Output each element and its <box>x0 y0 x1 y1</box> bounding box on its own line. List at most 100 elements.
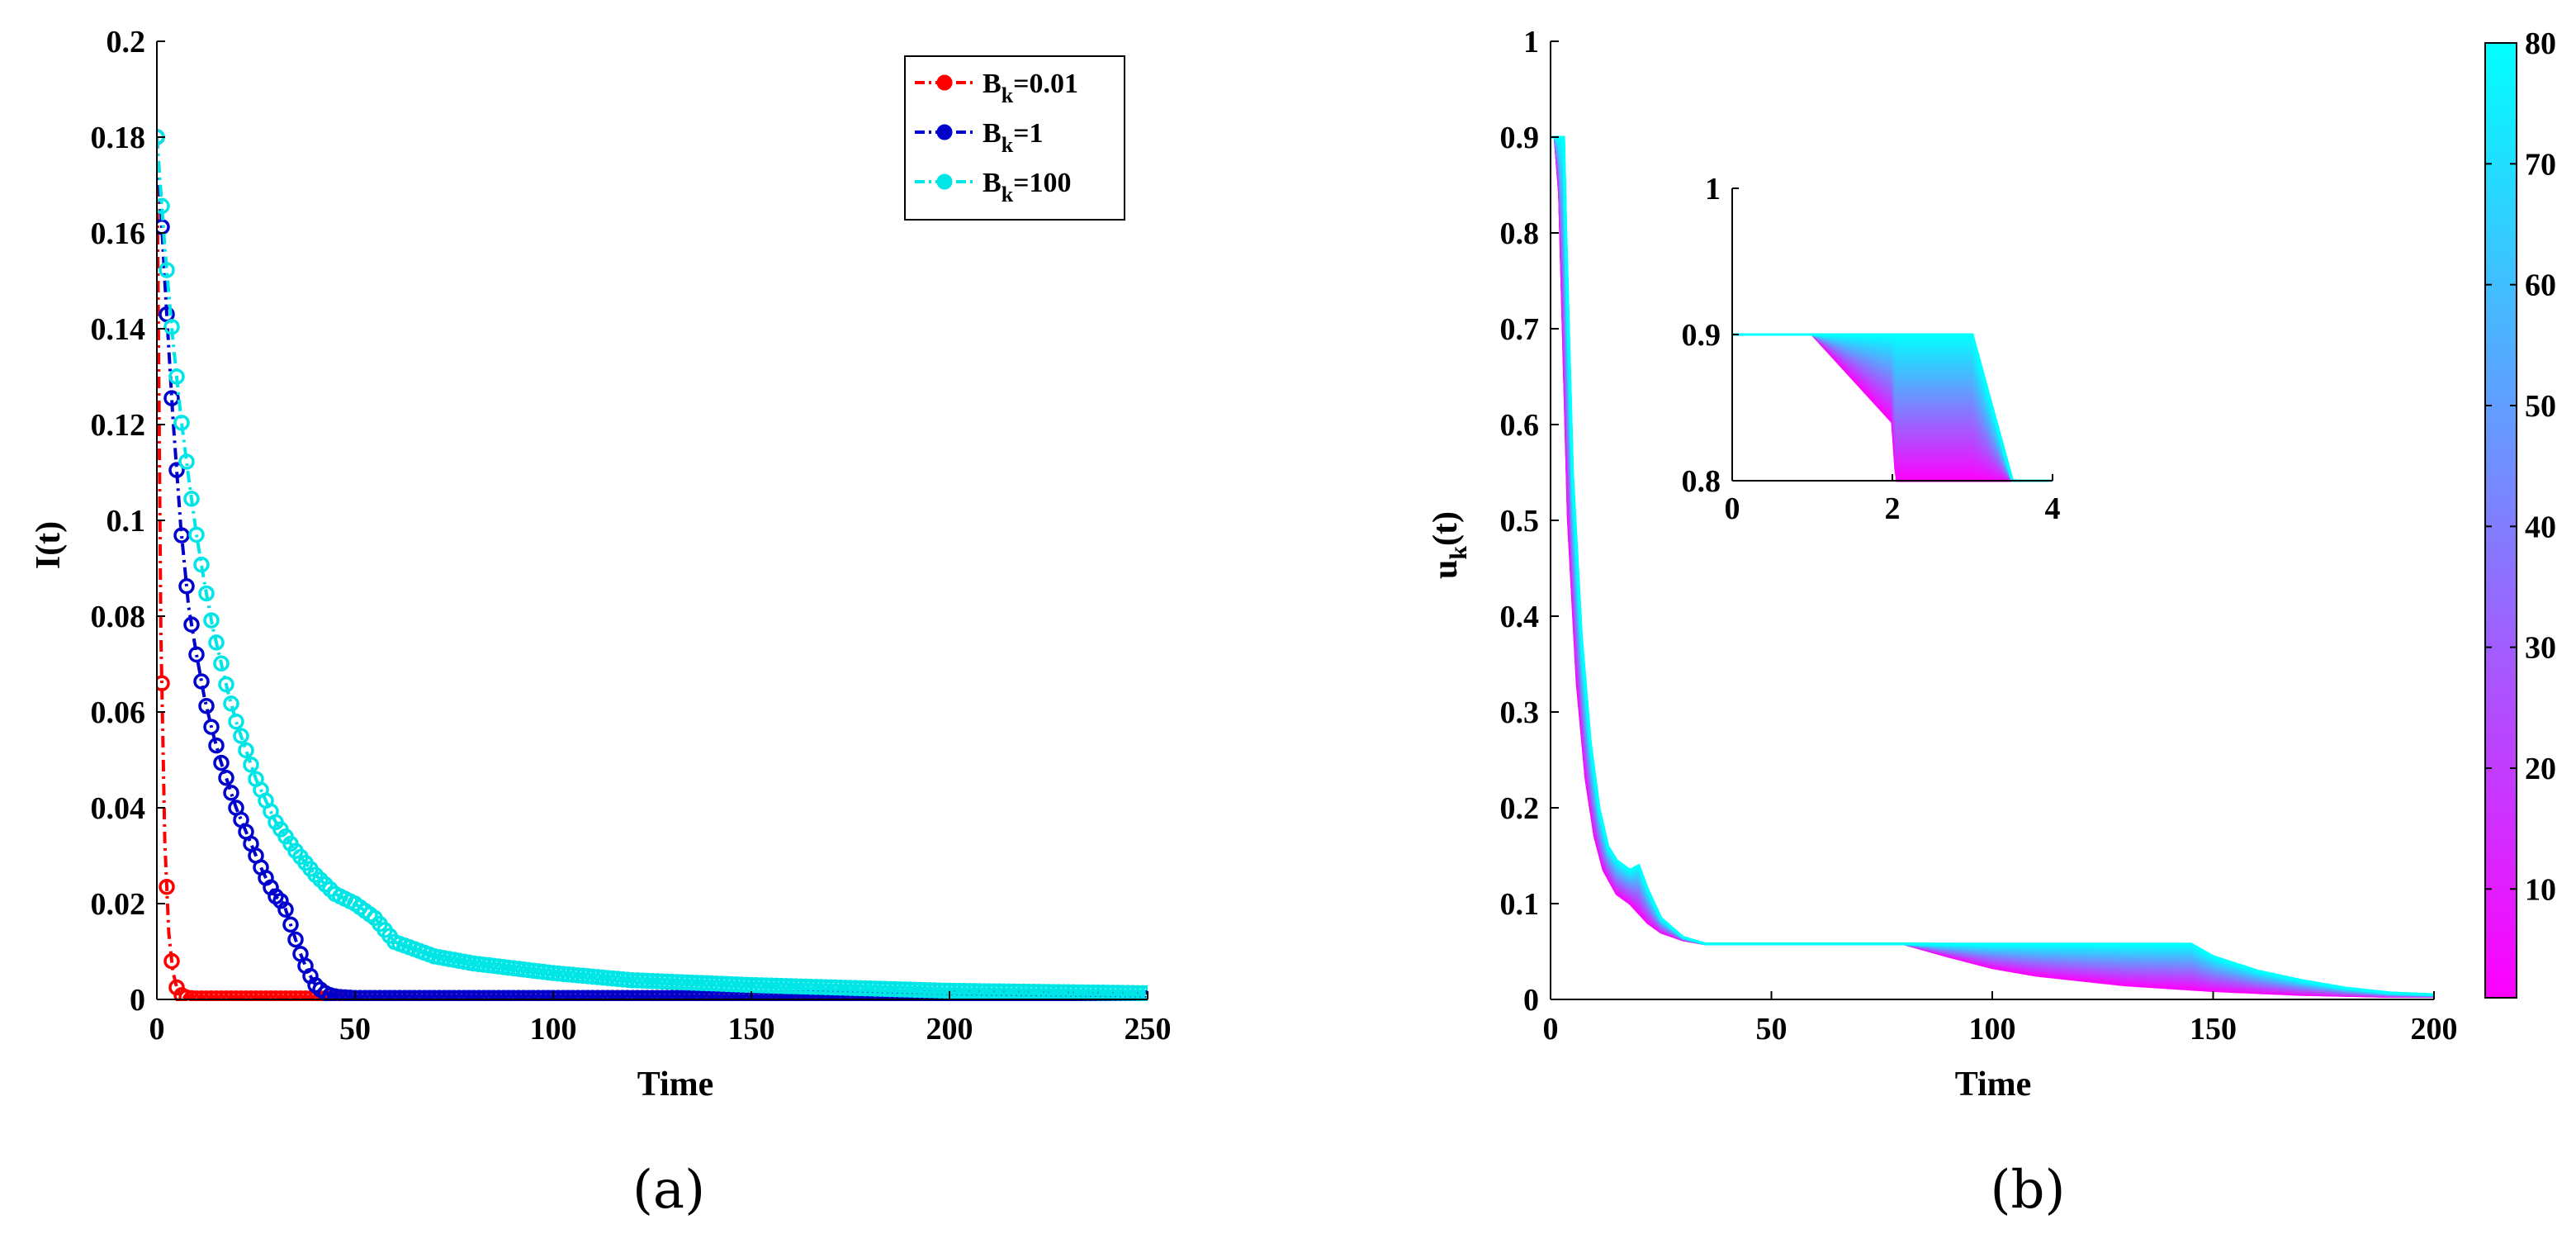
y-axis-title-b-sub: k <box>1445 546 1472 560</box>
series-k-29 <box>1551 135 2434 998</box>
data-point <box>282 916 299 933</box>
legend-label-base: B <box>983 118 1002 149</box>
series-k-70 <box>1551 135 2434 996</box>
data-point <box>634 972 651 990</box>
series-k-60 <box>1551 135 2434 997</box>
data-point <box>471 990 487 1001</box>
series-k-66 <box>1551 135 2434 997</box>
series-k-20 <box>1551 135 2434 998</box>
data-point <box>157 675 170 691</box>
data-point <box>223 990 239 1001</box>
series-k-4 <box>1551 135 2434 998</box>
b-y-tick-label: 0.1 <box>1500 887 1540 922</box>
data-point <box>644 990 661 1001</box>
data-point <box>951 982 968 999</box>
data-point <box>396 990 413 1001</box>
data-point <box>193 990 210 1001</box>
series-B_k=100 <box>157 129 1148 1001</box>
colorbar-tick-label: 60 <box>2525 268 2556 303</box>
series-line <box>157 136 1148 995</box>
a-x-tick-label: 200 <box>926 1012 973 1047</box>
data-point <box>357 990 373 1001</box>
data-point <box>302 990 319 1001</box>
data-point <box>1001 983 1017 1000</box>
a-x-tick-label: 150 <box>728 1012 775 1047</box>
a-y-tick-label: 0.08 <box>91 600 146 634</box>
data-point <box>664 990 680 1001</box>
data-point <box>163 319 180 335</box>
data-point <box>238 990 254 1001</box>
data-point <box>223 785 239 801</box>
a-y-tick-label: 0.1 <box>107 504 146 539</box>
series-k-11 <box>1551 135 2434 998</box>
data-point <box>183 491 200 507</box>
a-y-tick-label: 0.06 <box>91 695 146 730</box>
data-point <box>322 987 339 1001</box>
b-y-tick-label: 0.4 <box>1500 600 1540 634</box>
b-y-tick-label: 1 <box>1523 25 1539 59</box>
series-k-6 <box>1551 135 2434 998</box>
inset-y-tick-label: 1 <box>1705 172 1721 206</box>
series-k-31 <box>1551 135 2434 998</box>
inset-chart: 0 2 4 0.8 0.9 1 <box>1682 172 2061 526</box>
colorbar-tick-label: 80 <box>2525 26 2556 61</box>
series-k-41 <box>1551 135 2434 997</box>
data-point <box>1025 984 1042 1000</box>
data-point <box>1139 985 1148 1001</box>
series-k-57 <box>1551 135 2434 997</box>
data-point <box>183 990 200 1001</box>
data-point <box>674 974 690 990</box>
legend-label-value: =1 <box>1013 118 1043 149</box>
data-point <box>367 990 383 1001</box>
series-k-21 <box>1551 135 2434 998</box>
data-point <box>277 901 294 918</box>
data-point <box>401 990 418 1001</box>
data-point <box>272 990 289 1001</box>
data-point <box>218 990 234 1001</box>
data-point <box>907 981 923 999</box>
data-point <box>788 978 804 994</box>
data-point <box>971 983 987 999</box>
data-point <box>555 990 571 1001</box>
data-point <box>654 973 670 990</box>
data-point <box>287 931 304 948</box>
data-point <box>560 990 576 1001</box>
series-k-54 <box>1551 135 2434 997</box>
series-k-32 <box>1551 135 2434 998</box>
data-point <box>659 990 675 1001</box>
data-point <box>198 698 215 714</box>
data-point <box>738 976 755 994</box>
y-axis-title-b-base: u <box>1427 560 1465 579</box>
data-point <box>926 982 943 999</box>
data-point <box>258 990 274 1001</box>
colorbar-tick-label: 20 <box>2525 752 2556 786</box>
series-k-62 <box>1551 135 2434 997</box>
series-k-17 <box>1551 135 2434 998</box>
data-point <box>446 990 462 1001</box>
series-k-40 <box>1551 135 2434 997</box>
data-point <box>505 990 522 1001</box>
data-point <box>644 973 661 990</box>
data-point <box>694 975 710 991</box>
data-point <box>817 979 834 995</box>
data-point <box>565 990 581 1001</box>
data-point <box>684 974 700 991</box>
data-point <box>921 982 938 999</box>
colorbar-gradient <box>2484 42 2517 999</box>
data-point <box>456 990 472 1001</box>
data-point <box>173 415 190 431</box>
data-point <box>837 980 854 996</box>
series-k-45 <box>1551 135 2434 997</box>
data-point <box>500 990 517 1001</box>
data-point <box>213 990 230 1001</box>
series-k-72 <box>1551 135 2434 996</box>
data-point <box>1020 983 1037 1000</box>
series-k-71 <box>1551 135 2434 996</box>
series-k-80 <box>1551 135 2434 996</box>
data-point <box>698 975 715 992</box>
data-point <box>946 982 963 999</box>
data-point <box>708 975 725 992</box>
data-point <box>178 989 195 1001</box>
data-point <box>243 990 259 1001</box>
